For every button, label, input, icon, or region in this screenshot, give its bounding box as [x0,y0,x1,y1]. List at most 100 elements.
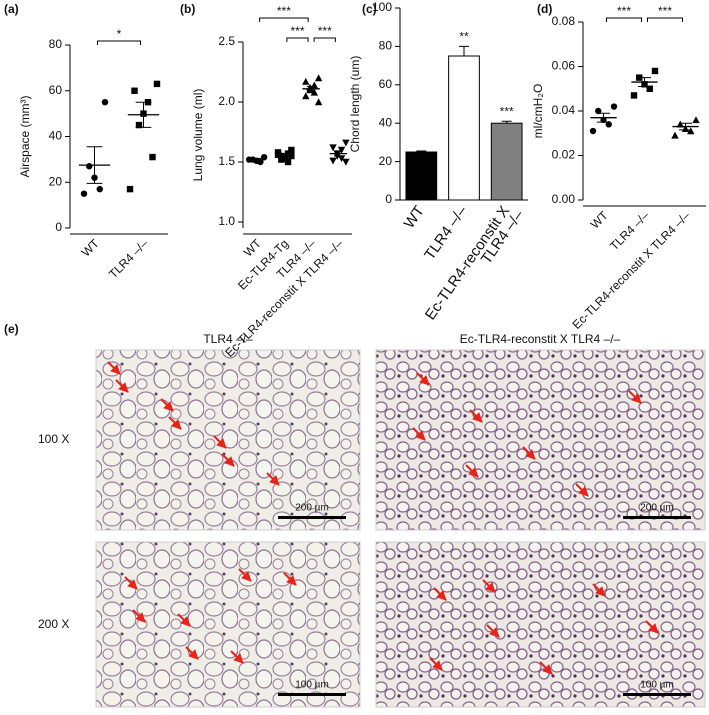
y-tick-label: 2.5 [218,34,235,48]
error-bar [334,150,343,157]
significance-bracket [647,17,683,22]
arrow [221,453,235,467]
arrow [283,572,297,586]
micrograph [95,349,361,531]
data-point [302,92,310,100]
data-point [260,154,268,161]
y-tick-label: 0 [385,192,392,206]
data-point [671,131,679,139]
data-point [274,151,282,158]
data-point [337,146,346,154]
bar [490,122,523,201]
arrow [482,579,496,593]
bar [405,151,438,201]
significance-label: *** [277,4,291,18]
y-axis-label: Chord length (um) [348,56,362,153]
significance-label: *** [318,24,332,38]
y-tick-label: 20 [379,154,393,168]
arrow [539,661,553,675]
arrow [465,464,479,478]
arrow [416,372,430,386]
arrow [592,583,606,597]
error-bar [416,150,427,152]
error-bar [678,122,693,131]
error-bar [135,101,152,128]
arrow [429,657,443,671]
significance-label: *** [617,4,631,18]
y-tick-label: 0 [55,220,62,234]
y-tick-label: 60 [379,77,393,91]
column-title: TLR4 –/– [203,332,253,346]
y-tick-label: 80 [379,39,393,53]
scale-bar-label: 100 µm [640,680,674,691]
data-point [329,157,337,165]
data-point [692,116,700,124]
scale-bar-label: 200 µm [640,503,674,514]
data-point [314,98,323,106]
arrow [132,609,146,623]
data-point [278,156,285,163]
data-point [80,190,88,197]
panel-label: (d) [537,2,552,16]
arrow [177,613,191,627]
data-point [687,127,695,135]
error-bar [306,85,316,92]
error-bar [86,146,103,184]
arrow [213,435,227,449]
data-point [337,155,346,163]
y-axis-label: Lung volume (ml) [191,89,205,182]
x-tick-label: WT [79,236,103,260]
data-point [281,155,288,162]
y-tick-label: 60 [49,83,63,97]
data-point [135,121,143,129]
data-point [302,77,310,85]
arrow [238,568,252,582]
error-bar [501,120,512,124]
y-tick-label: 1.5 [218,154,235,168]
scale-bar [278,516,346,519]
data-point [101,98,109,106]
bar [448,55,480,201]
x-tick-label: Ec-TLR4-reconstit X [422,203,513,323]
scale-bar [623,693,691,696]
data-point [284,158,292,166]
y-tick-label: 20 [49,174,63,188]
data-point [595,107,602,115]
significance-bracket [313,37,336,42]
x-tick-label: TLR4 –/– [106,236,151,281]
data-point [329,144,337,152]
arrow [115,379,129,393]
data-point [651,67,659,75]
error-bar [252,157,261,162]
data-point [646,85,653,92]
x-tick-label: WT [588,208,612,232]
y-axis-label: ml/cmH₂O [531,84,545,139]
arrow [469,409,483,423]
significance-label: ** [459,30,469,44]
micrograph [375,349,706,531]
arrow [168,416,182,430]
arrow [645,620,659,634]
data-point [149,153,156,161]
data-point [86,163,93,170]
arrow [412,427,426,441]
micrographs [95,349,706,708]
row-label: 100 X [38,432,69,446]
data-point [630,92,638,99]
y-tick-label: 80 [49,37,63,51]
arrow [486,624,500,638]
data-point [589,127,597,135]
panel-label: (b) [180,2,195,16]
significance-label: *** [500,104,514,118]
x-tick-label: WT [401,203,428,232]
data-point [288,146,295,154]
data-point [610,103,618,110]
data-point [126,185,134,193]
error-bar [637,77,652,88]
arrow [124,576,138,590]
panel-label: (e) [4,322,19,336]
error-bar [459,45,469,56]
y-tick-label: 2.0 [218,94,235,108]
data-point [96,185,103,193]
